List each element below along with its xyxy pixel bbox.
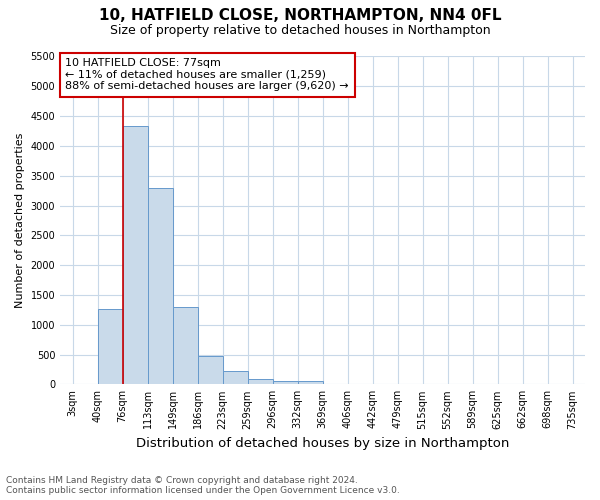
Bar: [272, 381, 298, 384]
Bar: [173, 307, 197, 384]
Bar: [122, 126, 148, 384]
Text: Contains HM Land Registry data © Crown copyright and database right 2024.
Contai: Contains HM Land Registry data © Crown c…: [6, 476, 400, 495]
Text: 10, HATFIELD CLOSE, NORTHAMPTON, NN4 0FL: 10, HATFIELD CLOSE, NORTHAMPTON, NN4 0FL: [99, 8, 501, 22]
Bar: [148, 188, 173, 384]
Text: Size of property relative to detached houses in Northampton: Size of property relative to detached ho…: [110, 24, 490, 37]
Bar: [223, 370, 248, 384]
Bar: [98, 308, 122, 384]
Bar: [248, 379, 272, 384]
X-axis label: Distribution of detached houses by size in Northampton: Distribution of detached houses by size …: [136, 437, 509, 450]
Y-axis label: Number of detached properties: Number of detached properties: [15, 132, 25, 308]
Bar: [298, 382, 323, 384]
Text: 10 HATFIELD CLOSE: 77sqm
← 11% of detached houses are smaller (1,259)
88% of sem: 10 HATFIELD CLOSE: 77sqm ← 11% of detach…: [65, 58, 349, 92]
Bar: [197, 356, 223, 384]
